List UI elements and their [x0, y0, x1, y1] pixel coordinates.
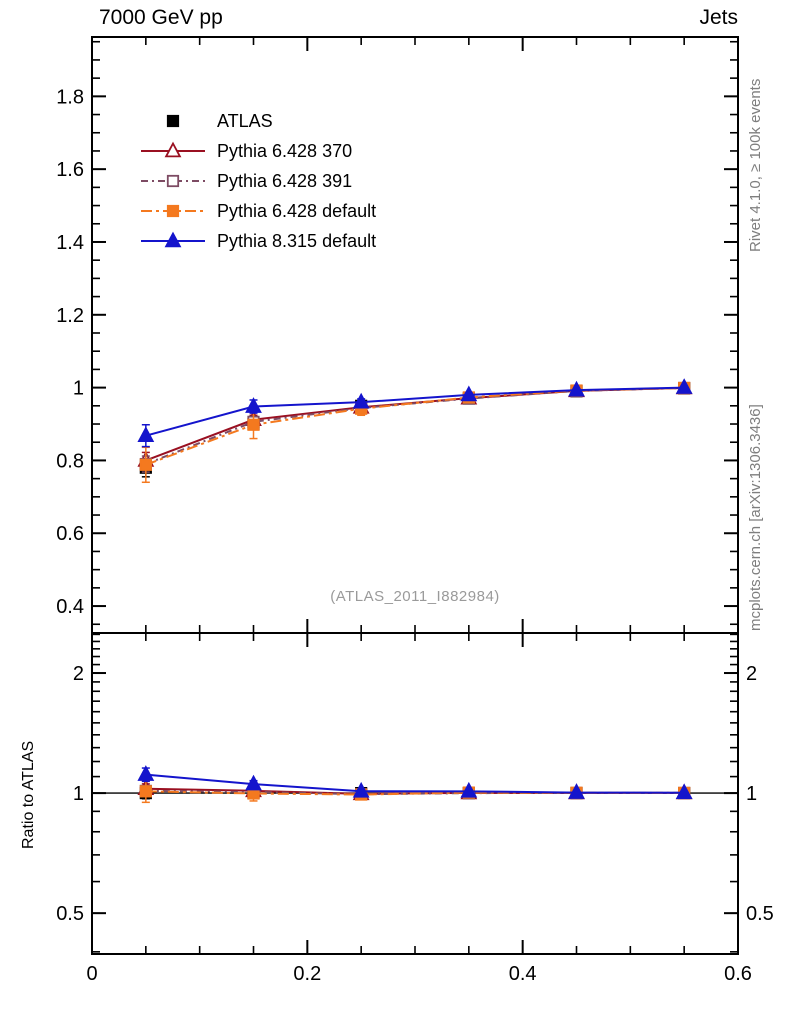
- marker-pythia-6-428-default: [139, 458, 152, 471]
- x-tick-label: 0.6: [724, 963, 752, 985]
- legend-swatch: [141, 231, 205, 248]
- main-y-tick-label: 0.4: [56, 596, 84, 618]
- beam-title: 7000 GeV pp: [99, 6, 223, 29]
- marker-pythia-6-428-default: [139, 785, 152, 798]
- x-tick-label: 0.4: [509, 963, 537, 985]
- marker-pythia-8-315-default: [352, 392, 370, 409]
- main-y-tick-label: 1.6: [56, 159, 84, 181]
- marker-pythia-8-315-default: [137, 765, 155, 781]
- marker-pythia-8-315-default: [245, 397, 262, 413]
- ratio-y-tick-label-left: 0.5: [56, 903, 84, 925]
- ratio-y-tick-label-right: 1: [746, 783, 757, 805]
- marker-pythia-8-315-default: [568, 380, 585, 397]
- legend-marker-atlas: [166, 114, 180, 128]
- legend-label: Pythia 6.428 391: [217, 171, 353, 191]
- x-tick-label: 0.2: [293, 963, 321, 985]
- legend-item-pythia-6-428-391: Pythia 6.428 391: [139, 169, 376, 193]
- legend-marker-pythia-6-428-370: [164, 141, 182, 158]
- rivet-version-caption: Rivet 4.1.0, ≥ 100k events: [747, 78, 764, 252]
- ratio-y-tick-label-right: 0.5: [746, 903, 774, 925]
- marker-pythia-8-315-default: [352, 781, 370, 798]
- analysis-group-title: Jets: [699, 6, 738, 29]
- marker-pythia-6-428-default: [247, 418, 260, 431]
- marker-pythia-8-315-default: [675, 783, 693, 800]
- legend-swatch: [141, 141, 205, 158]
- legend: ATLAS Pythia 6.428 370 Pythia 6.428 391 Pyt…: [139, 109, 376, 259]
- marker-pythia-8-315-default: [460, 781, 478, 798]
- main-y-tick-label: 0.6: [56, 523, 84, 545]
- ratio-line-pythia-8-315-default: [145, 773, 685, 794]
- legend-label: Pythia 8.315 default: [217, 231, 377, 251]
- legend-item-pythia-6-428-370: Pythia 6.428 370: [139, 139, 376, 163]
- main-y-tick-label: 1: [73, 378, 84, 400]
- x-tick-label: 0: [86, 963, 97, 985]
- marker-pythia-8-315-default: [675, 378, 693, 394]
- marker-pythia-8-315-default: [137, 426, 155, 442]
- ratio-axis-title: Ratio to ATLAS: [20, 740, 37, 849]
- marker-pythia-8-315-default: [245, 774, 262, 791]
- marker-pythia-8-315-default: [460, 385, 478, 402]
- legend-swatch: [141, 174, 205, 188]
- analysis-id-watermark: (ATLAS_2011_I882984): [330, 588, 500, 605]
- legend-marker-pythia-6-428-391: [166, 174, 180, 188]
- legend-swatch: [141, 204, 205, 218]
- legend-label: Pythia 6.428 370: [217, 141, 353, 161]
- main-y-tick-label: 1.8: [56, 86, 84, 108]
- legend-marker-pythia-8-315-default: [164, 231, 182, 248]
- legend-item-pythia-6-428-default: Pythia 6.428 default: [139, 199, 376, 223]
- series-line-pythia-6-428-391: [145, 386, 685, 465]
- legend-label: Pythia 6.428 default: [217, 201, 377, 221]
- ratio-y-tick-label-right: 2: [746, 663, 757, 685]
- main-y-tick-label: 0.8: [56, 450, 84, 472]
- series-line-pythia-8-315-default: [145, 386, 685, 437]
- series-pythia-8-315-default: [137, 378, 693, 800]
- ratio-y-tick-label-left: 1: [73, 783, 84, 805]
- mcplots-arxiv-caption: mcplots.cern.ch [arXiv:1306.3436]: [747, 404, 764, 631]
- marker-pythia-8-315-default: [568, 783, 585, 799]
- ratio-y-tick-label-left: 2: [73, 663, 84, 685]
- legend-marker-pythia-6-428-default: [166, 204, 180, 218]
- legend-item-atlas: ATLAS: [139, 109, 376, 133]
- main-y-tick-label: 1.4: [56, 232, 84, 254]
- legend-item-pythia-8-315-default: Pythia 8.315 default: [139, 229, 376, 253]
- main-y-tick-label: 1.2: [56, 305, 84, 327]
- legend-swatch: [166, 114, 180, 128]
- legend-label: ATLAS: [217, 111, 273, 131]
